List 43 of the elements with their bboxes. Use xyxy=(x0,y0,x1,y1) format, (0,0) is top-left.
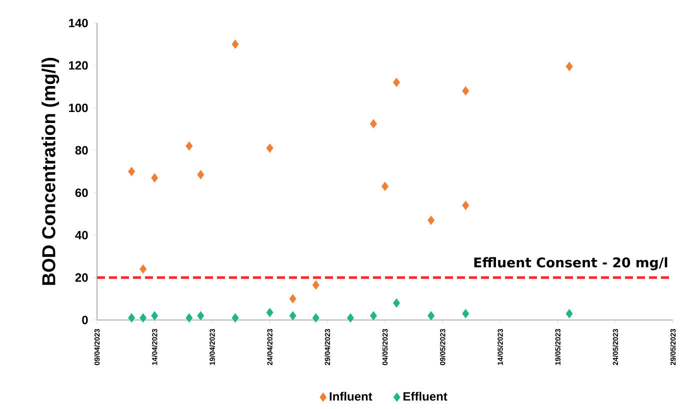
point xyxy=(462,309,470,318)
point xyxy=(462,86,470,96)
ref-line-label: Effluent Consent - 20 mg/l xyxy=(474,257,668,270)
point xyxy=(232,40,239,49)
y-tick-label: 60 xyxy=(75,188,88,197)
point xyxy=(393,298,400,308)
point xyxy=(289,294,296,304)
y-axis-title: BOD Concentration (mg/l) xyxy=(42,58,60,285)
point xyxy=(186,313,193,322)
y-tick-label: 20 xyxy=(75,273,88,282)
y-tick-label: 0 xyxy=(82,316,88,324)
point xyxy=(128,313,136,322)
point xyxy=(346,313,354,322)
point xyxy=(462,200,470,210)
point xyxy=(393,78,400,87)
y-tick-label: 100 xyxy=(69,104,88,112)
y-tick-label: 80 xyxy=(75,146,88,155)
point xyxy=(197,311,204,320)
point xyxy=(370,311,377,320)
point xyxy=(566,62,573,72)
point xyxy=(186,141,193,151)
point xyxy=(232,313,239,322)
point xyxy=(140,264,147,274)
point xyxy=(197,170,204,180)
point xyxy=(566,309,573,318)
point xyxy=(312,280,320,290)
point xyxy=(428,311,435,320)
point xyxy=(140,313,147,322)
point xyxy=(312,313,320,322)
point xyxy=(128,166,136,176)
y-tick-label: 140 xyxy=(69,18,88,28)
legend-label: Effluent xyxy=(404,392,448,401)
point xyxy=(370,119,377,128)
point xyxy=(266,144,274,153)
point xyxy=(151,173,158,182)
y-tick-label: 40 xyxy=(75,230,88,240)
point xyxy=(266,308,274,318)
y-tick-label: 120 xyxy=(69,61,88,70)
point xyxy=(382,182,388,191)
point xyxy=(151,311,158,320)
point xyxy=(428,216,435,225)
point xyxy=(289,311,296,320)
legend-label: Influent xyxy=(330,392,372,401)
